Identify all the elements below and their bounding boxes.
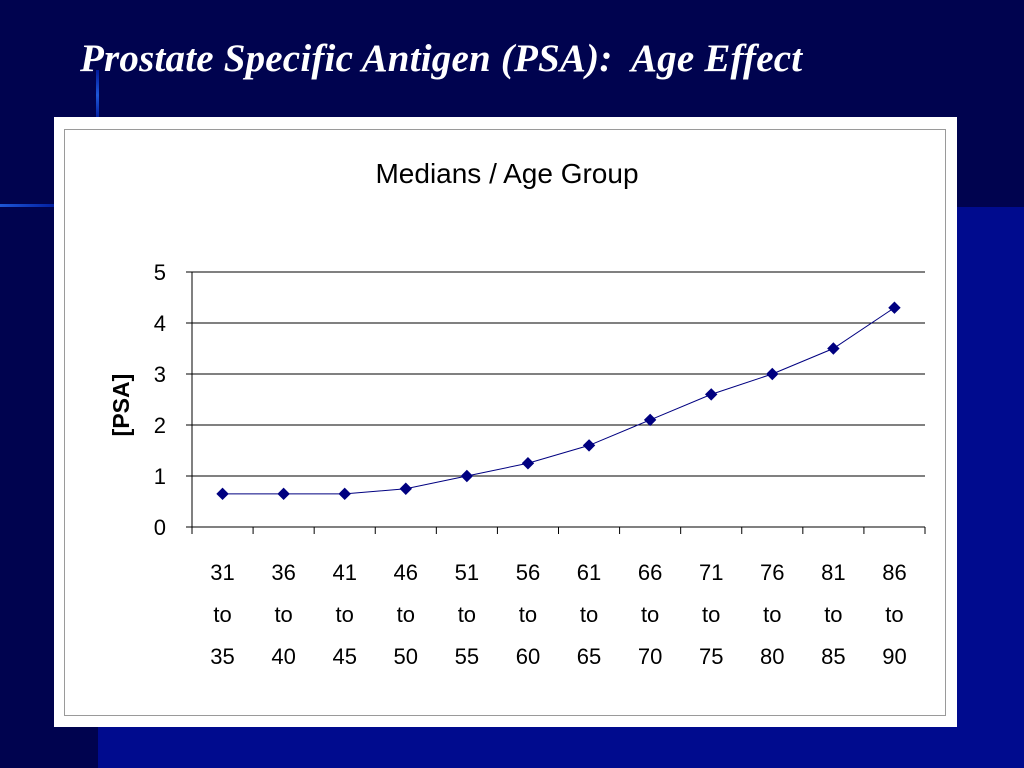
x-tick-label-line: 70 [638, 644, 662, 669]
gridlines [192, 271, 925, 477]
y-tick-labels: 0 1 2 3 4 5 [154, 260, 166, 540]
slide-title: Prostate Specific Antigen (PSA): Age Eff… [80, 37, 803, 80]
x-tick-label-line: to [702, 602, 720, 627]
x-tick-label-line: 90 [882, 644, 906, 669]
x-tick-label: 41 to 45 [332, 560, 356, 669]
x-tick-label-line: 71 [699, 560, 723, 585]
x-tick-label-line: 81 [821, 560, 845, 585]
x-tick-label-line: 50 [394, 644, 418, 669]
y-tick-label: 0 [154, 515, 166, 540]
data-point-marker [338, 487, 351, 501]
x-tick-label-line: to [336, 602, 354, 627]
y-axis-label: [PSA] [108, 374, 134, 437]
x-tick-label-line: 85 [821, 644, 845, 669]
x-tick-label: 51 to 55 [455, 560, 479, 669]
data-point-marker [216, 487, 229, 501]
chart-frame [64, 129, 946, 716]
x-tick-label-line: to [397, 602, 415, 627]
x-tick-label-line: to [641, 602, 659, 627]
axes [186, 271, 926, 534]
x-tick-label-line: 86 [882, 560, 906, 585]
x-tick-label-line: to [885, 602, 903, 627]
x-tick-label-line: to [763, 602, 781, 627]
data-point-marker [277, 487, 290, 501]
x-tick-label-line: 56 [516, 560, 540, 585]
x-tick-label-line: 55 [455, 644, 479, 669]
x-tick-label: 31 to 35 [210, 560, 234, 669]
x-tick-label-line: 66 [638, 560, 662, 585]
x-tick-label-line: to [519, 602, 537, 627]
x-tick-label-line: 31 [210, 560, 234, 585]
x-tick-label: 86 to 90 [882, 560, 906, 669]
background-accent-stripe-vertical [96, 70, 99, 120]
x-tick-label-line: 46 [394, 560, 418, 585]
x-tick-label: 46 to 50 [394, 560, 418, 669]
x-tick-label-line: 51 [455, 560, 479, 585]
x-tick-label-line: 65 [577, 644, 601, 669]
x-tick-label-line: to [824, 602, 842, 627]
x-tick-label: 81 to 85 [821, 560, 845, 669]
data-series [216, 301, 901, 501]
x-tick-label: 66 to 70 [638, 560, 662, 669]
x-tick-label-line: to [580, 602, 598, 627]
x-tick-label-line: 60 [516, 644, 540, 669]
x-tick-label-line: 61 [577, 560, 601, 585]
x-tick-label: 36 to 40 [271, 560, 295, 669]
x-tick-label: 56 to 60 [516, 560, 540, 669]
x-tick-label-line: 36 [271, 560, 295, 585]
x-tick-label-line: 40 [271, 644, 295, 669]
data-point-marker [827, 342, 840, 355]
data-point-marker [705, 388, 718, 401]
x-tick-label-line: 75 [699, 644, 723, 669]
data-point-marker [766, 367, 779, 381]
x-tick-label-line: to [458, 602, 476, 627]
x-tick-label: 76 to 80 [760, 560, 784, 669]
x-tick-label-line: 76 [760, 560, 784, 585]
data-point-marker [582, 439, 596, 452]
x-tick-label-line: 80 [760, 644, 784, 669]
data-point-marker [460, 469, 474, 483]
data-point-marker [888, 301, 901, 314]
x-tick-label-line: 45 [332, 644, 356, 669]
y-tick-label: 2 [154, 413, 166, 438]
y-tick-label: 5 [154, 260, 166, 285]
y-tick-label: 3 [154, 362, 166, 387]
chart-title: Medians / Age Group [375, 158, 638, 189]
data-point-marker [521, 457, 535, 470]
x-tick-label: 71 to 75 [699, 560, 723, 669]
background-accent-stripe [0, 204, 60, 207]
x-tick-label-line: to [274, 602, 292, 627]
x-tick-labels: 31 to 35 36 to 40 41 to 45 46 to 50 51 to 55 56 to 60 61 to… [210, 560, 906, 669]
x-tick-label: 61 to 65 [577, 560, 601, 669]
y-tick-label: 1 [154, 464, 166, 489]
y-tick-label: 4 [154, 311, 166, 336]
series-line [222, 307, 895, 495]
data-point-marker [643, 413, 657, 427]
x-tick-label-line: 35 [210, 644, 234, 669]
x-tick-label-line: 41 [332, 560, 356, 585]
x-tick-label-line: to [213, 602, 231, 627]
data-point-marker [399, 482, 412, 495]
